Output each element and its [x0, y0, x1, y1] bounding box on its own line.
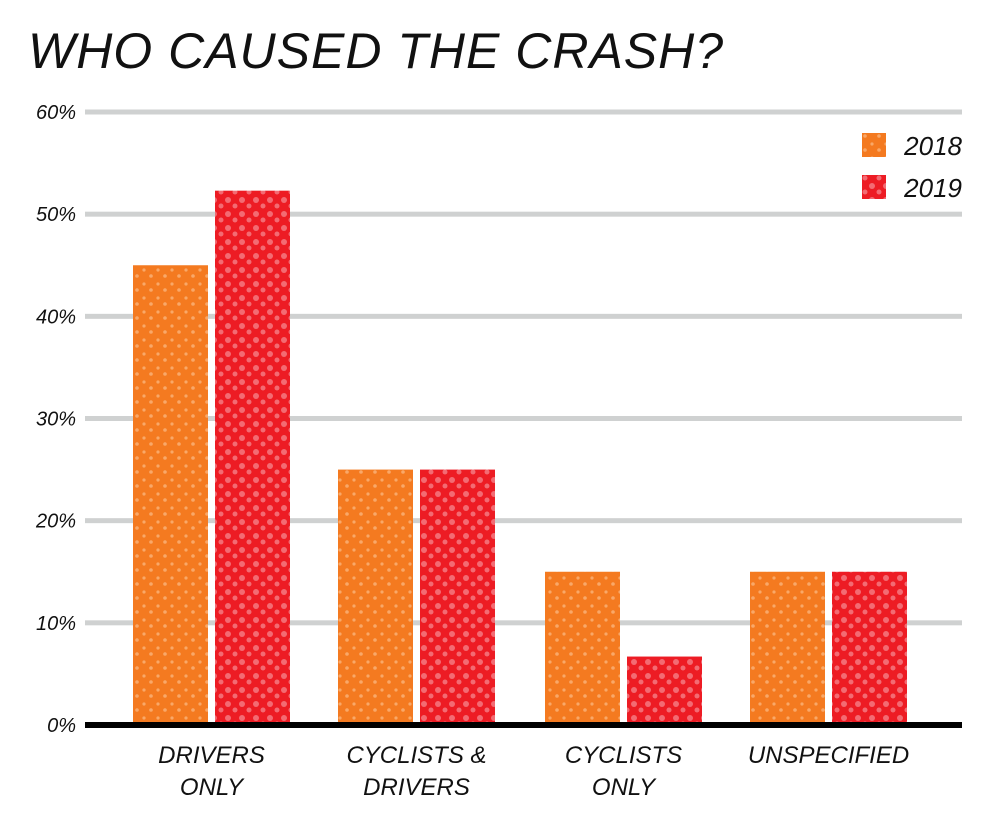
y-tick-label: 20% [35, 511, 76, 533]
y-tick-label: 60% [36, 102, 76, 124]
y-tick-label: 10% [36, 613, 76, 635]
x-tick-label: DRIVERS [158, 742, 265, 769]
y-tick-label: 50% [36, 204, 76, 226]
y-tick-label: 30% [36, 409, 76, 431]
x-tick-label: ONLY [180, 774, 245, 801]
bar-2019 [832, 571, 907, 725]
legend-label: 2018 [903, 131, 962, 161]
gridline [85, 211, 962, 217]
legend-swatch-2018 [862, 133, 886, 157]
bar-2018 [545, 571, 620, 725]
bar-2018 [133, 265, 208, 725]
x-tick-label: ONLY [592, 774, 657, 801]
bar-2019 [215, 190, 290, 725]
bar-2019 [420, 469, 495, 725]
y-tick-label: 0% [47, 715, 76, 737]
gridline [85, 518, 962, 524]
bar-2019 [627, 656, 702, 725]
chart-title: WHO CAUSED THE CRASH? [28, 23, 725, 79]
legend-swatch-2019 [862, 175, 886, 199]
x-tick-label: DRIVERS [363, 774, 470, 801]
gridline [85, 313, 962, 319]
gridline [85, 416, 962, 421]
x-axis-baseline [85, 722, 962, 728]
x-tick-label: CYCLISTS [565, 742, 682, 769]
bar-2018 [338, 469, 413, 725]
gridline [85, 109, 962, 115]
x-tick-label: UNSPECIFIED [748, 742, 909, 769]
gridline [85, 620, 962, 626]
x-tick-label: CYCLISTS & [346, 742, 486, 769]
y-tick-label: 40% [36, 306, 76, 328]
legend-label: 2019 [903, 173, 962, 203]
bar-2018 [750, 571, 825, 725]
